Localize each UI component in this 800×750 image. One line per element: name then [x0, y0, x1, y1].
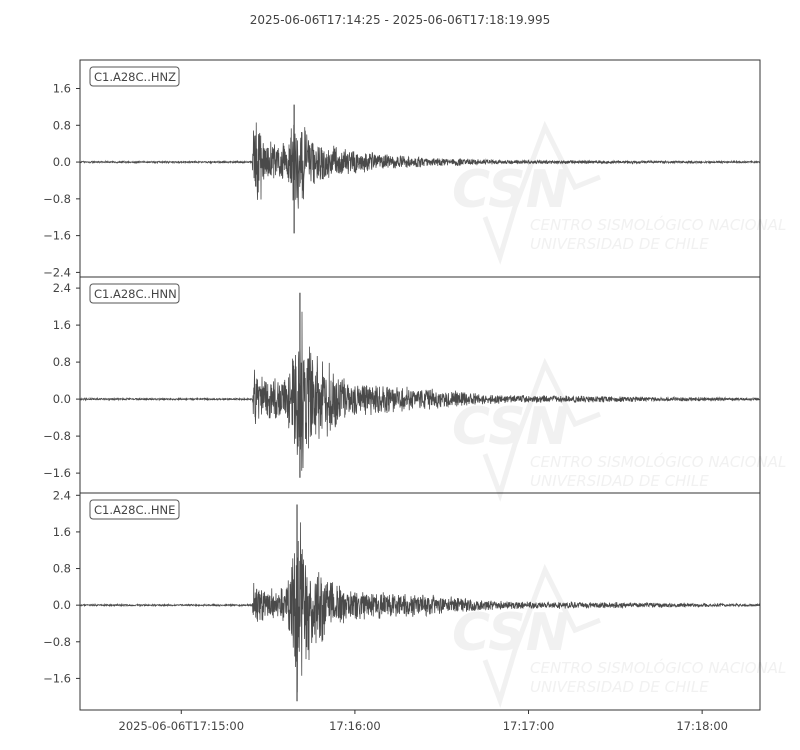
watermark-wave-icon	[482, 563, 601, 708]
watermark-logo-text: CSN	[452, 603, 569, 663]
y-tick-label: −0.8	[43, 635, 71, 649]
watermark-wave-icon	[482, 357, 601, 502]
y-tick-label: 1.6	[53, 525, 71, 539]
y-tick-label: 2.4	[53, 488, 71, 502]
watermark-logo-text: CSN	[452, 397, 569, 457]
trace-label-box	[89, 66, 180, 87]
y-tick-label: 0.0	[53, 392, 71, 406]
x-tick-label: 17:18:00	[676, 719, 728, 733]
watermark-line1: CENTRO SISMOLÓGICO NACIONAL	[530, 452, 786, 471]
y-tick-label: −1.6	[43, 466, 71, 480]
y-tick-label: −0.8	[43, 192, 71, 206]
x-tick-label: 17:16:00	[329, 719, 381, 733]
y-tick-label: 1.6	[53, 318, 71, 332]
y-tick-label: 2.4	[53, 281, 71, 295]
y-tick-label: −0.8	[43, 429, 71, 443]
watermark-wave-icon	[482, 120, 601, 265]
x-tick-label: 2025-06-06T17:15:00	[119, 719, 245, 733]
y-tick-label: 1.6	[53, 82, 71, 96]
y-tick-label: 0.8	[53, 355, 71, 369]
waveform-trace	[79, 122, 761, 209]
watermark-logo-text: CSN	[452, 160, 569, 220]
waveform-trace	[79, 311, 761, 471]
watermark-line2: UNIVERSIDAD DE CHILE	[530, 678, 709, 696]
watermark-line1: CENTRO SISMOLÓGICO NACIONAL	[530, 215, 786, 234]
y-tick-label: −2.4	[43, 265, 71, 279]
trace-label: C1.A28C..HNE	[94, 503, 175, 517]
y-tick-label: −1.6	[43, 229, 71, 243]
trace-label-box	[89, 283, 180, 304]
axes-frame	[79, 492, 761, 711]
y-tick-label: −1.6	[43, 671, 71, 685]
y-tick-label: 0.8	[53, 118, 71, 132]
watermark-line2: UNIVERSIDAD DE CHILE	[530, 235, 709, 253]
y-tick-label: 0.0	[53, 155, 71, 169]
chart-title: 2025-06-06T17:14:25 - 2025-06-06T17:18:1…	[249, 13, 551, 27]
trace-label-box	[89, 499, 180, 520]
waveform-trace	[79, 522, 761, 693]
trace-label: C1.A28C..HNN	[94, 287, 177, 301]
watermark-line1: CENTRO SISMOLÓGICO NACIONAL	[530, 658, 786, 677]
y-tick-label: 0.8	[53, 562, 71, 576]
y-tick-label: 0.0	[53, 598, 71, 612]
watermark-line2: UNIVERSIDAD DE CHILE	[530, 472, 709, 490]
trace-label: C1.A28C..HNZ	[94, 70, 176, 84]
x-tick-label: 17:17:00	[503, 719, 555, 733]
